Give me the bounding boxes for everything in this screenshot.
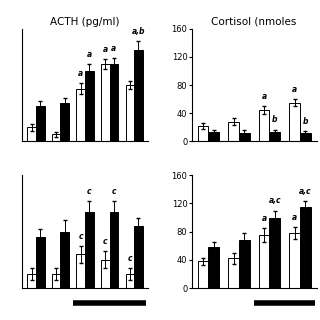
Bar: [198, 126, 208, 141]
Text: b: b: [272, 116, 277, 124]
Bar: [208, 132, 219, 141]
Bar: [76, 254, 85, 288]
Title: ACTH (pg/ml): ACTH (pg/ml): [50, 17, 120, 27]
Text: a: a: [78, 69, 83, 78]
Text: a: a: [103, 45, 108, 54]
Bar: [259, 235, 269, 288]
Bar: [110, 64, 118, 141]
Bar: [300, 133, 311, 141]
Bar: [125, 274, 134, 288]
Text: c: c: [103, 237, 108, 246]
Text: a: a: [292, 213, 297, 222]
Text: a: a: [111, 44, 116, 53]
Bar: [36, 237, 44, 288]
Bar: [110, 212, 118, 288]
Bar: [239, 240, 250, 288]
Text: b: b: [303, 117, 308, 126]
Bar: [125, 85, 134, 141]
Bar: [134, 50, 143, 141]
Bar: [27, 127, 36, 141]
Bar: [239, 133, 250, 141]
Text: c: c: [128, 254, 132, 263]
Title: Cortisol (nmoles: Cortisol (nmoles: [212, 17, 297, 27]
Bar: [289, 103, 300, 141]
Bar: [60, 103, 69, 141]
Bar: [269, 132, 280, 141]
Text: c: c: [112, 187, 116, 196]
Bar: [134, 226, 143, 288]
Bar: [289, 233, 300, 288]
Bar: [198, 261, 208, 288]
Bar: [85, 212, 94, 288]
Text: a: a: [292, 85, 297, 94]
Text: a,b: a,b: [132, 28, 145, 36]
Bar: [228, 259, 239, 288]
Text: a: a: [87, 50, 92, 59]
Bar: [101, 64, 110, 141]
Bar: [36, 106, 44, 141]
Text: a,c: a,c: [268, 196, 281, 205]
Bar: [52, 274, 60, 288]
Text: c: c: [78, 232, 83, 241]
Text: c: c: [87, 187, 92, 196]
Bar: [259, 110, 269, 141]
Bar: [76, 89, 85, 141]
Text: a: a: [261, 214, 267, 223]
Bar: [101, 260, 110, 288]
Bar: [60, 232, 69, 288]
Bar: [27, 274, 36, 288]
Text: a,c: a,c: [299, 187, 312, 196]
Text: a: a: [261, 92, 267, 100]
Bar: [85, 71, 94, 141]
Bar: [228, 122, 239, 141]
Bar: [300, 207, 311, 288]
Bar: [208, 247, 219, 288]
Bar: [52, 134, 60, 141]
Bar: [269, 218, 280, 288]
